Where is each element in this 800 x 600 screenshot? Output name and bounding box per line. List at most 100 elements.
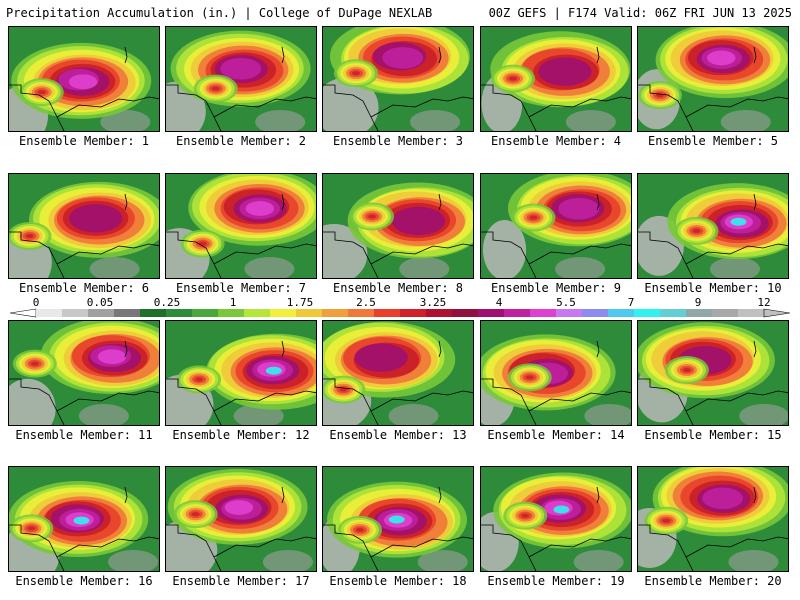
precip-field xyxy=(323,321,473,425)
panel-label-member-18: Ensemble Member: 18 xyxy=(329,574,467,588)
colorbar-bin xyxy=(582,309,609,317)
map-panel-member-4 xyxy=(480,26,632,132)
colorbar-tick-label: 7 xyxy=(627,296,635,309)
map-panel-member-10 xyxy=(637,173,789,279)
precip-field xyxy=(323,481,473,571)
colorbar-bin xyxy=(62,309,89,317)
colorbar-bin xyxy=(270,309,297,317)
colorbar-tick-label: 5.5 xyxy=(556,296,576,309)
colorbar-bin xyxy=(556,309,583,317)
map-panel-member-11 xyxy=(8,320,160,426)
precip-field xyxy=(481,31,631,131)
panel-label-member-15: Ensemble Member: 15 xyxy=(644,428,782,442)
panel-label-member-2: Ensemble Member: 2 xyxy=(175,134,307,148)
colorbar-bin xyxy=(296,309,323,317)
colorbar-tick-label: 9 xyxy=(694,296,702,309)
colorbar-bin xyxy=(530,309,557,317)
colorbar-bin xyxy=(634,309,661,317)
colorbar-bin xyxy=(504,309,531,317)
precip-field xyxy=(481,472,631,571)
map-panel-member-8 xyxy=(322,173,474,279)
colorbar-bin xyxy=(218,309,245,317)
map-panel-member-15 xyxy=(637,320,789,426)
colorbar-bin xyxy=(244,309,271,317)
precip-field xyxy=(481,334,631,425)
map-panel-member-18 xyxy=(322,466,474,572)
map-panel-member-17 xyxy=(165,466,317,572)
precip-field xyxy=(166,468,316,571)
colorbar-tick-label: 0.25 xyxy=(153,296,181,309)
colorbar-under-arrow xyxy=(9,308,37,318)
precip-field xyxy=(638,467,788,571)
panel-label-member-10: Ensemble Member: 10 xyxy=(644,281,782,295)
colorbar-bin xyxy=(686,309,713,317)
precip-field xyxy=(638,27,788,131)
colorbar-bin xyxy=(478,309,505,317)
colorbar-bin xyxy=(608,309,635,317)
panel-label-member-1: Ensemble Member: 1 xyxy=(18,134,150,148)
panel-label-member-20: Ensemble Member: 20 xyxy=(644,574,782,588)
panel-label-member-6: Ensemble Member: 6 xyxy=(18,281,150,295)
panel-label-member-16: Ensemble Member: 16 xyxy=(15,574,153,588)
map-panel-member-12 xyxy=(165,320,317,426)
colorbar-bin xyxy=(192,309,219,317)
colorbar-bin xyxy=(374,309,401,317)
run-valid-time: 00Z GEFS | F174 Valid: 06Z FRI JUN 13 20… xyxy=(488,6,792,20)
map-panel-member-19 xyxy=(480,466,632,572)
precip-colorbar xyxy=(9,308,791,318)
precip-field xyxy=(323,182,473,278)
map-panel-member-16 xyxy=(8,466,160,572)
colorbar-tick-label: 3.25 xyxy=(419,296,447,309)
panel-label-member-5: Ensemble Member: 5 xyxy=(647,134,779,148)
precip-field xyxy=(481,174,631,278)
precip-field xyxy=(166,30,316,131)
precip-field xyxy=(166,174,316,278)
panel-label-member-7: Ensemble Member: 7 xyxy=(175,281,307,295)
map-panel-member-3 xyxy=(322,26,474,132)
panel-label-member-11: Ensemble Member: 11 xyxy=(15,428,153,442)
colorbar-over-arrow xyxy=(763,308,791,318)
map-panel-member-5 xyxy=(637,26,789,132)
colorbar-bin xyxy=(426,309,453,317)
map-panel-member-13 xyxy=(322,320,474,426)
panel-label-member-12: Ensemble Member: 12 xyxy=(172,428,310,442)
panel-label-member-14: Ensemble Member: 14 xyxy=(487,428,625,442)
precip-field xyxy=(9,481,159,571)
precip-field xyxy=(638,322,788,425)
panel-label-member-3: Ensemble Member: 3 xyxy=(332,134,464,148)
precip-field xyxy=(9,181,159,278)
colorbar-bin xyxy=(452,309,479,317)
colorbar-bin xyxy=(712,309,739,317)
colorbar-bin xyxy=(88,309,115,317)
colorbar-bin xyxy=(140,309,167,317)
precip-field xyxy=(9,42,159,131)
chart-title: Precipitation Accumulation (in.) | Colle… xyxy=(6,6,433,20)
colorbar-tick-label: 2.5 xyxy=(356,296,376,309)
map-panel-member-7 xyxy=(165,173,317,279)
colorbar-tick-label: 4 xyxy=(495,296,503,309)
colorbar-tick-label: 0 xyxy=(32,296,40,309)
panel-label-member-9: Ensemble Member: 9 xyxy=(490,281,622,295)
panel-label-member-4: Ensemble Member: 4 xyxy=(490,134,622,148)
panel-label-member-8: Ensemble Member: 8 xyxy=(332,281,464,295)
precip-field xyxy=(638,183,788,278)
panel-label-member-13: Ensemble Member: 13 xyxy=(329,428,467,442)
map-panel-member-20 xyxy=(637,466,789,572)
colorbar-bin xyxy=(660,309,687,317)
map-panel-member-14 xyxy=(480,320,632,426)
precip-field xyxy=(166,333,316,425)
colorbar-bin xyxy=(166,309,193,317)
colorbar-bin xyxy=(400,309,427,317)
colorbar-bin xyxy=(738,309,765,317)
colorbar-bin xyxy=(322,309,349,317)
panel-label-member-17: Ensemble Member: 17 xyxy=(172,574,310,588)
colorbar-tick-label: 12 xyxy=(757,296,771,309)
map-panel-member-6 xyxy=(8,173,160,279)
map-panel-member-9 xyxy=(480,173,632,279)
map-panel-member-2 xyxy=(165,26,317,132)
colorbar-bin xyxy=(348,309,375,317)
colorbar-tick-label: 1 xyxy=(229,296,237,309)
colorbar-bin xyxy=(114,309,141,317)
colorbar-bin xyxy=(36,309,63,317)
panel-label-member-19: Ensemble Member: 19 xyxy=(487,574,625,588)
